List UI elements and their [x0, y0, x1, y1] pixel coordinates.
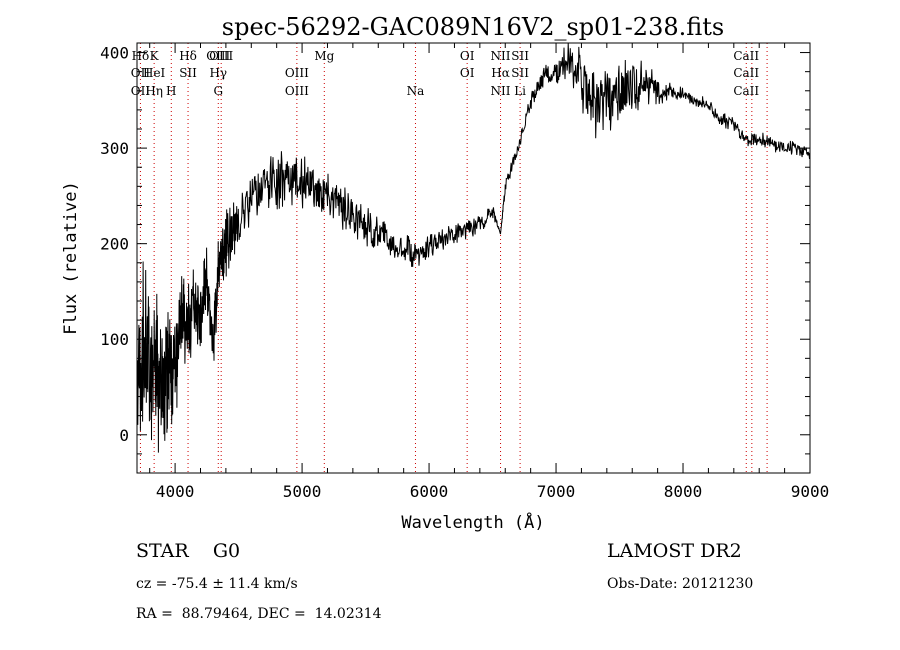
- radial-velocity: cz = -75.4 ± 11.4 km/s: [136, 576, 298, 592]
- line-label: OI: [460, 66, 475, 80]
- line-label: H: [166, 84, 176, 98]
- x-axis-label: Wavelength (Å): [401, 511, 544, 533]
- x-tick-label: 8000: [664, 482, 703, 501]
- line-label: Hα: [491, 66, 510, 80]
- coordinates: RA = 88.79464, DEC = 14.02314: [136, 606, 382, 622]
- line-label: HeI: [143, 66, 166, 80]
- y-tick-label: 0: [119, 426, 129, 445]
- line-label: OII: [131, 66, 151, 80]
- x-tick-label: 6000: [410, 482, 449, 501]
- line-label: OIII: [285, 84, 309, 98]
- line-label: CaII: [733, 84, 759, 98]
- x-tick-label: 4000: [156, 482, 195, 501]
- y-axis-label: Flux (relative): [61, 181, 81, 335]
- line-label: SII: [511, 49, 529, 63]
- line-label: SII: [179, 66, 197, 80]
- line-label: Li: [514, 84, 526, 98]
- line-label: Mg: [314, 49, 334, 63]
- y-tick-label: 400: [100, 44, 129, 63]
- line-label: G: [213, 84, 223, 98]
- emission-line-markers: [139, 43, 768, 473]
- line-label: NII: [491, 49, 511, 63]
- y-tick-label: 200: [100, 235, 129, 254]
- survey-name: LAMOST DR2: [607, 540, 742, 562]
- y-tick-label: 100: [100, 330, 129, 349]
- line-label: OIII: [206, 49, 230, 63]
- spectrum-line: [136, 42, 811, 453]
- x-tick-label: 7000: [537, 482, 576, 501]
- x-tick-label: 9000: [791, 482, 830, 501]
- line-label: CaII: [733, 66, 759, 80]
- x-axis: 4000 5000 6000 7000 8000 9000: [149, 43, 830, 501]
- line-label: K: [150, 49, 160, 63]
- line-label: Na: [407, 84, 425, 98]
- line-label: CaII: [733, 49, 759, 63]
- observation-date: Obs-Date: 20121230: [607, 576, 754, 592]
- star-class: STAR G0: [136, 540, 241, 562]
- line-label: OI: [460, 49, 475, 63]
- x-tick-label: 5000: [283, 482, 322, 501]
- y-axis: 0 100 200 300 400: [100, 44, 810, 455]
- chart-title: spec-56292-GAC089N16V2_sp01-238.fits: [222, 13, 724, 41]
- line-label: NII: [491, 84, 511, 98]
- line-label: OIII: [209, 49, 233, 63]
- line-label: Hδ: [179, 49, 197, 63]
- line-label: SII: [511, 66, 529, 80]
- plot-frame: [136, 42, 811, 474]
- line-label: Hδ: [132, 49, 150, 63]
- line-label: Hγ: [209, 66, 227, 80]
- y-tick-label: 300: [100, 139, 129, 158]
- line-label: Hη: [145, 84, 163, 98]
- line-label: OIII: [285, 66, 309, 80]
